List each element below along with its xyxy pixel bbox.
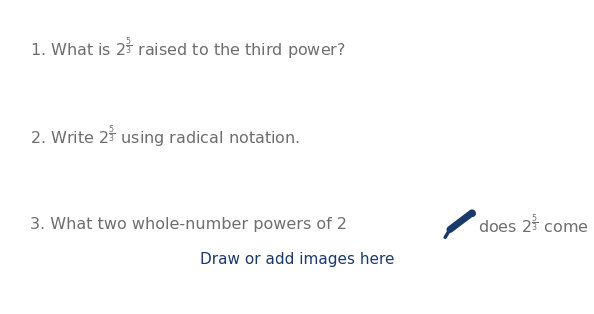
Text: 1. What is $2^{\frac{5}{3}}$ raised to the third power?: 1. What is $2^{\frac{5}{3}}$ raised to t… bbox=[30, 35, 346, 62]
Text: 2. Write $2^{\frac{5}{3}}$ using radical notation.: 2. Write $2^{\frac{5}{3}}$ using radical… bbox=[30, 123, 300, 150]
Text: does $2^{\frac{5}{3}}$ come between?: does $2^{\frac{5}{3}}$ come between? bbox=[478, 213, 594, 236]
Text: Draw or add images here: Draw or add images here bbox=[200, 252, 394, 267]
Text: 3. What two whole-number powers of 2: 3. What two whole-number powers of 2 bbox=[30, 217, 347, 232]
